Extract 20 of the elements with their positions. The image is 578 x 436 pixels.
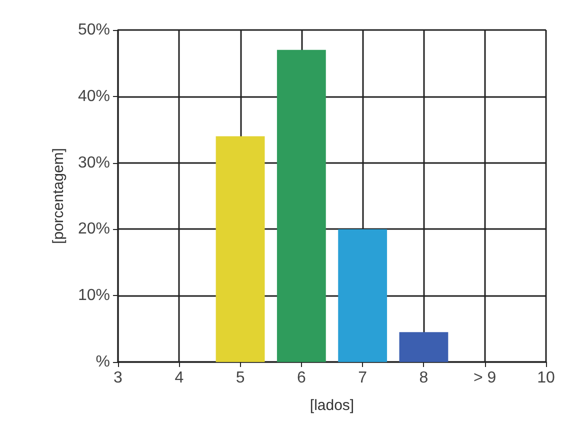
x-tick-label: 7 (358, 370, 368, 386)
bar (216, 136, 265, 362)
x-tick-label: 4 (174, 370, 184, 386)
bar (399, 332, 448, 362)
bar (276, 50, 326, 362)
y-tick-label: 40% (78, 88, 110, 105)
x-tick-label: > 9 (474, 370, 496, 386)
x-tick-label: 10 (537, 370, 555, 386)
bar (338, 229, 388, 362)
x-axis-title: [lados] (310, 397, 354, 414)
x-tick-label: 3 (114, 370, 123, 386)
y-tick-label: % (96, 354, 110, 370)
x-tick-label: 8 (419, 370, 428, 386)
y-axis-title: [porcentagem] (50, 148, 67, 244)
x-tick-label: 5 (236, 370, 245, 386)
x-tick-label: 6 (296, 370, 306, 386)
y-tick-label: 30% (78, 154, 110, 172)
y-tick-label: 50% (78, 22, 110, 38)
y-tick-label: 20% (78, 220, 110, 238)
y-tick-label: 10% (78, 287, 110, 304)
